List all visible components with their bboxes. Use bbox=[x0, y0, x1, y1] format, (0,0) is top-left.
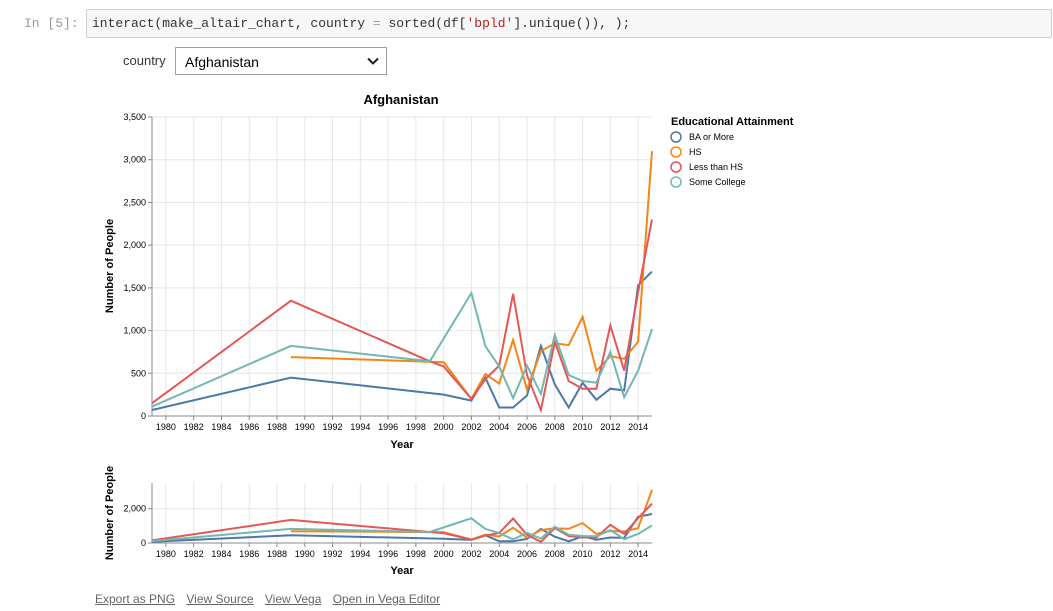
overview-ylabel: Number of People bbox=[104, 466, 116, 560]
x-tick-label: 1982 bbox=[184, 549, 204, 559]
x-tick-label: 1998 bbox=[406, 422, 426, 432]
x-tick-label: 2014 bbox=[628, 549, 648, 559]
y-tick-label: 2,000 bbox=[123, 240, 146, 250]
legend-label-hs: HS bbox=[689, 147, 702, 157]
view-source-link[interactable]: View Source bbox=[186, 592, 254, 606]
country-dropdown[interactable]: Afghanistan bbox=[175, 47, 387, 75]
y-tick-label: 2,500 bbox=[123, 197, 146, 207]
x-tick-label: 2006 bbox=[517, 422, 537, 432]
code-mid: sorted(df[ bbox=[380, 16, 467, 31]
main-axes: 0 500 1,000 1,500 2,000 2,500 3,000 3,500 1980 19… bbox=[123, 112, 652, 432]
x-tick-label: 2008 bbox=[545, 549, 565, 559]
open-vega-editor-link[interactable]: Open in Vega Editor bbox=[332, 592, 441, 606]
legend-label-less-than-hs: Less than HS bbox=[689, 162, 743, 172]
export-png-link[interactable]: Export as PNG bbox=[95, 592, 176, 606]
x-tick-label: 2000 bbox=[434, 422, 454, 432]
main-grid bbox=[152, 116, 652, 417]
legend-label-ba-or-more: BA or More bbox=[689, 132, 734, 142]
overview-xlabel: Year bbox=[390, 565, 414, 577]
cell-prompt: In [5]: bbox=[24, 16, 79, 31]
legend-title: Educational Attainment bbox=[671, 116, 794, 128]
x-tick-label: 1988 bbox=[267, 422, 287, 432]
x-tick-label: 2004 bbox=[489, 422, 509, 432]
series-line-hs[interactable] bbox=[290, 151, 653, 401]
x-tick-label: 1986 bbox=[239, 549, 259, 559]
code-operator: = bbox=[372, 16, 381, 31]
country-selected-value: Afghanistan bbox=[185, 54, 259, 70]
series-line-some-college[interactable] bbox=[151, 290, 653, 408]
legend-label-some-college: Some College bbox=[689, 177, 746, 187]
series-line-ba-or-more[interactable] bbox=[151, 270, 653, 411]
x-tick-label: 2012 bbox=[600, 422, 620, 432]
chevron-down-icon bbox=[367, 57, 379, 65]
x-tick-label: 2002 bbox=[461, 549, 481, 559]
main-series bbox=[151, 151, 653, 414]
overview-series bbox=[151, 489, 653, 544]
x-tick-label: 1992 bbox=[323, 422, 343, 432]
view-vega-link[interactable]: View Vega bbox=[264, 592, 322, 606]
x-tick-label: 1994 bbox=[350, 549, 370, 559]
x-tick-label: 1998 bbox=[406, 549, 426, 559]
x-tick-label: 1994 bbox=[350, 422, 370, 432]
x-tick-label: 1992 bbox=[323, 549, 343, 559]
y-tick-label: 1,500 bbox=[123, 283, 146, 293]
code-prefix: interact(make_altair_chart, country bbox=[92, 16, 373, 31]
x-tick-label: 2008 bbox=[545, 422, 565, 432]
y-tick-label: 0 bbox=[141, 411, 146, 421]
y-tick-label: 2,000 bbox=[123, 504, 146, 514]
footer-links: Export as PNG View Source View Vega Open… bbox=[95, 592, 448, 606]
y-tick-label: 3,500 bbox=[123, 112, 146, 122]
series-line-ba-or-more[interactable] bbox=[151, 513, 653, 543]
code-string: 'bpld' bbox=[466, 16, 514, 31]
y-tick-label: 1,000 bbox=[123, 326, 146, 336]
x-tick-label: 2004 bbox=[489, 549, 509, 559]
overview-axes: 0 2,000 1980 1982 1984 1986 1988 1990 1992 1994 19… bbox=[123, 483, 652, 559]
x-tick-label: 2010 bbox=[573, 422, 593, 432]
x-tick-label: 1990 bbox=[295, 549, 315, 559]
x-tick-label: 1996 bbox=[378, 422, 398, 432]
code-text: interact(make_altair_chart, country = so… bbox=[92, 16, 630, 31]
legend-symbol-hs bbox=[670, 146, 682, 158]
series-line-some-college[interactable] bbox=[151, 517, 653, 543]
legend-symbol-ba-or-more bbox=[670, 131, 682, 143]
x-tick-label: 1984 bbox=[211, 422, 231, 432]
x-tick-label: 1982 bbox=[184, 422, 204, 432]
x-tick-label: 1980 bbox=[156, 422, 176, 432]
main-ylabel: Number of People bbox=[104, 219, 116, 313]
x-tick-label: 1984 bbox=[211, 549, 231, 559]
x-tick-label: 2000 bbox=[434, 549, 454, 559]
legend: BA or More HS Less than HS Some College bbox=[670, 131, 746, 188]
x-tick-label: 2010 bbox=[573, 549, 593, 559]
x-tick-label: 2006 bbox=[517, 549, 537, 559]
legend-symbol-some-college bbox=[670, 176, 682, 188]
country-label: country bbox=[123, 53, 166, 68]
x-tick-label: 1986 bbox=[239, 422, 259, 432]
x-tick-label: 1988 bbox=[267, 549, 287, 559]
y-tick-label: 500 bbox=[131, 368, 146, 378]
code-suffix: ].unique()), ); bbox=[513, 16, 631, 31]
x-tick-label: 1990 bbox=[295, 422, 315, 432]
code-cell[interactable]: interact(make_altair_chart, country = so… bbox=[86, 9, 1052, 38]
main-xlabel: Year bbox=[390, 439, 414, 451]
x-tick-label: 2002 bbox=[461, 422, 481, 432]
x-tick-label: 1996 bbox=[378, 549, 398, 559]
y-tick-label: 0 bbox=[141, 538, 146, 548]
x-tick-label: 2014 bbox=[628, 422, 648, 432]
x-tick-label: 2012 bbox=[600, 549, 620, 559]
legend-symbol-less-than-hs bbox=[670, 161, 682, 173]
series-line-less-than-hs[interactable] bbox=[151, 502, 653, 544]
x-tick-label: 1980 bbox=[156, 549, 176, 559]
series-line-less-than-hs[interactable] bbox=[151, 219, 653, 414]
chart-title: Afghanistan bbox=[363, 92, 438, 107]
y-tick-label: 3,000 bbox=[123, 155, 146, 165]
